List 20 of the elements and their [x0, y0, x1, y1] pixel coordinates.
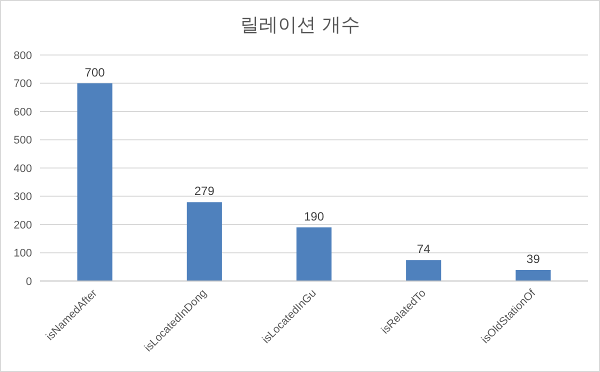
bar: [406, 260, 442, 281]
y-tick-label: 0: [26, 276, 32, 288]
y-tick-label: 600: [14, 106, 32, 118]
data-label: 700: [84, 65, 106, 80]
bar: [516, 270, 551, 281]
data-label: 39: [526, 252, 540, 266]
y-tick-label: 700: [14, 78, 32, 90]
chart-title: 릴레이션 개수: [240, 14, 360, 36]
y-tick-label: 500: [14, 134, 32, 147]
y-tick-label: 400: [14, 162, 32, 175]
bar: [77, 83, 112, 281]
y-tick-label: 300: [14, 191, 32, 204]
bar: [296, 227, 332, 281]
data-label: 190: [304, 209, 324, 224]
y-tick-label: 200: [14, 219, 32, 232]
y-tick-label: 800: [14, 50, 32, 62]
data-label: 74: [416, 242, 431, 256]
data-label: 279: [194, 184, 215, 198]
bar: [186, 202, 222, 281]
y-tick-label: 100: [14, 248, 32, 260]
